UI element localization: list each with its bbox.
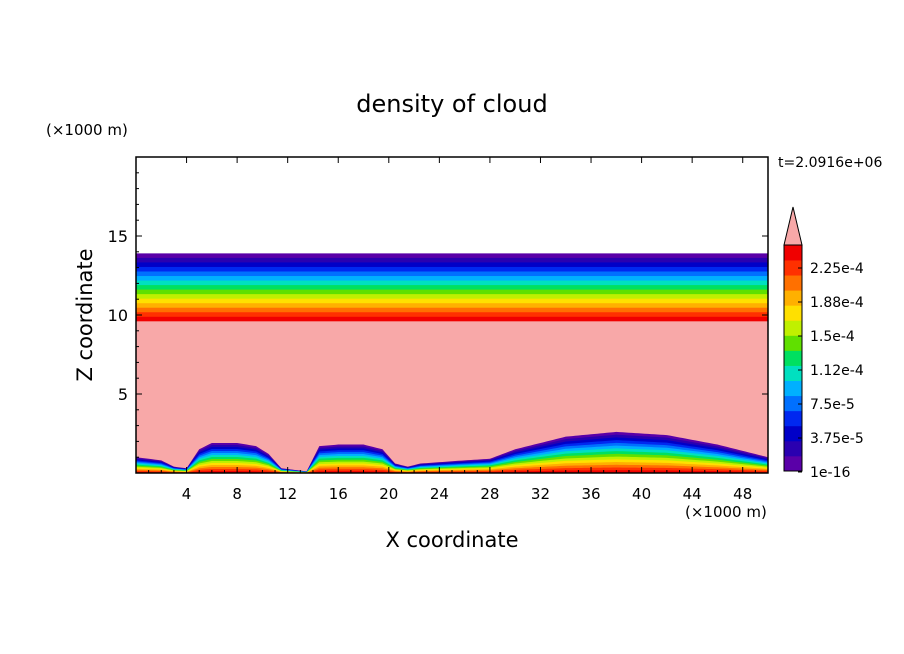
- x-tick-label: 12: [278, 485, 297, 503]
- colorbar-segment: [784, 335, 802, 351]
- plot-area: [136, 253, 768, 473]
- colorbar-tick-label: 1e-16: [810, 465, 850, 481]
- upper-layer-band: [136, 312, 768, 318]
- upper-layer-band: [136, 285, 768, 291]
- colorbar-segment: [784, 290, 802, 306]
- colorbar-segment: [784, 275, 802, 291]
- colorbar-segment: [784, 380, 802, 397]
- x-tick-label: 36: [581, 485, 600, 503]
- colorbar-tick-label: 7.5e-5: [810, 397, 855, 413]
- upper-layer-band: [136, 294, 768, 300]
- colorbar-segment: [784, 440, 802, 457]
- x-tick-label: 4: [182, 485, 192, 503]
- colorbar-tick-label: 1.88e-4: [810, 295, 864, 311]
- upper-layer-band: [136, 307, 768, 313]
- colorbar-extend-triangle: [783, 206, 803, 246]
- chart-title: density of cloud: [356, 90, 547, 118]
- x-tick-label: 28: [480, 485, 499, 503]
- colorbar-tick-label: 2.25e-4: [810, 261, 864, 277]
- colorbar-segment: [784, 455, 802, 472]
- x-tick-label: 44: [683, 485, 702, 503]
- y-axis-label: Z coordinate: [73, 248, 97, 381]
- y-tick-label: 10: [108, 306, 128, 325]
- x-tick-label: 40: [632, 485, 651, 503]
- x-tick-label: 24: [430, 485, 449, 503]
- colorbar-segment: [784, 320, 802, 336]
- colorbar-segment: [784, 260, 802, 276]
- upper-layer-band: [136, 257, 768, 264]
- x-tick-label: 8: [232, 485, 242, 503]
- y-axis-ticks: 5 10 15: [108, 172, 768, 458]
- y-unit-label: (×1000 m): [46, 121, 128, 139]
- colorbar-tick-label: 3.75e-5: [810, 431, 864, 447]
- upper-layer-band: [136, 253, 768, 259]
- upper-layer-band: [136, 262, 768, 268]
- colorbar-segment: [784, 425, 802, 442]
- colorbar: 2.25e-4 1.88e-4 1.5e-4 1.12e-4 7.5e-5 3.75e-5…: [783, 206, 864, 481]
- colorbar-frame: [783, 244, 803, 472]
- colorbar-segment: [784, 350, 802, 366]
- colorbar-segment: [784, 245, 802, 261]
- upper-layer-band: [136, 276, 768, 282]
- colorbar-segment: [784, 395, 802, 412]
- x-tick-label: 20: [379, 485, 398, 503]
- upper-layer-band: [136, 266, 768, 273]
- upper-layer-band: [136, 298, 768, 304]
- colorbar-segment: [784, 365, 802, 381]
- x-tick-label: 32: [531, 485, 550, 503]
- colorbar-segment: [784, 410, 802, 427]
- upper-layer-band: [136, 271, 768, 277]
- colorbar-tick-label: 1.12e-4: [810, 363, 864, 379]
- x-axis-ticks: 4 8 12 16 20 24 28 32 36 40 44 48: [148, 157, 756, 503]
- x-unit-label: (×1000 m): [685, 503, 767, 521]
- x-axis-label: X coordinate: [385, 528, 518, 552]
- x-tick-label: 48: [733, 485, 752, 503]
- x-tick-label: 16: [329, 485, 348, 503]
- colorbar-tick-label: 1.5e-4: [810, 329, 855, 345]
- time-label: t=2.0916e+06: [778, 155, 882, 171]
- upper-layer-band: [136, 280, 768, 286]
- upper-layer-band: [136, 289, 768, 295]
- y-tick-label: 15: [108, 227, 128, 246]
- upper-layer-band: [136, 303, 768, 309]
- upper-layer-band: [136, 316, 768, 322]
- y-tick-label: 5: [118, 385, 128, 404]
- colorbar-segment: [784, 305, 802, 321]
